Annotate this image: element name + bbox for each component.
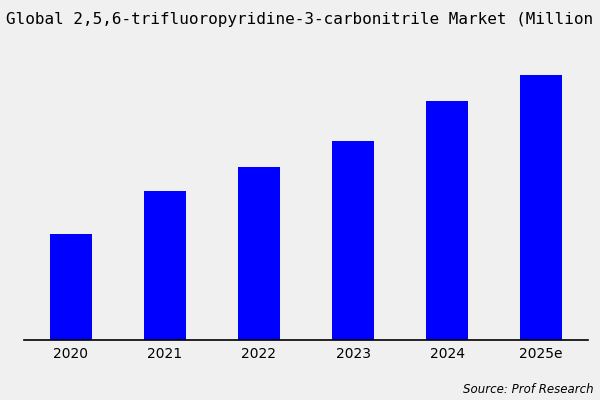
- Bar: [332, 141, 374, 340]
- Bar: [426, 101, 468, 340]
- Text: Global 2,5,6-trifluoropyridine-3-carbonitrile Market (Million USD): Global 2,5,6-trifluoropyridine-3-carboni…: [6, 12, 600, 27]
- Bar: [50, 234, 92, 340]
- Bar: [144, 191, 186, 340]
- Bar: [520, 74, 562, 340]
- Text: Source: Prof Research: Source: Prof Research: [463, 383, 594, 396]
- Bar: [238, 168, 280, 340]
